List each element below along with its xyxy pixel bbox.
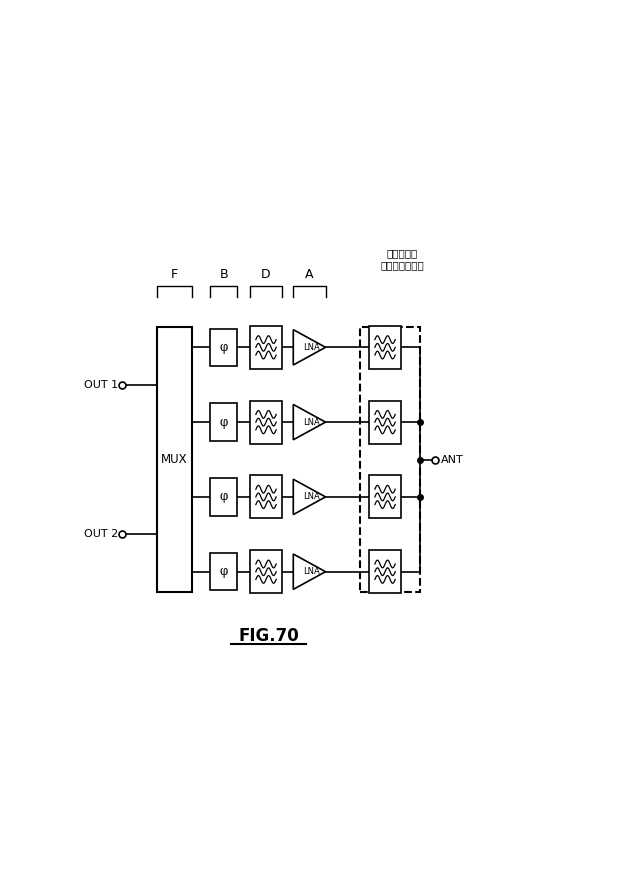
Text: φ: φ (220, 490, 228, 503)
Polygon shape (293, 329, 326, 365)
Text: F: F (171, 268, 178, 281)
Bar (369, 550, 401, 593)
Text: LNA: LNA (303, 493, 319, 502)
Text: B: B (220, 268, 228, 281)
Polygon shape (293, 479, 326, 515)
Polygon shape (293, 554, 326, 589)
Text: φ: φ (220, 416, 228, 428)
Text: LNA: LNA (303, 418, 319, 426)
Text: フィルタ／
マルチプレクサ: フィルタ／ マルチプレクサ (381, 248, 424, 269)
Text: ANT: ANT (440, 455, 463, 464)
Text: LNA: LNA (303, 567, 319, 577)
Bar (250, 401, 282, 443)
Bar (369, 475, 401, 518)
Bar (369, 326, 401, 369)
Text: LNA: LNA (303, 343, 319, 351)
Text: MUX: MUX (161, 453, 188, 466)
Text: OUT 2: OUT 2 (84, 529, 118, 540)
Bar (210, 328, 237, 366)
Text: φ: φ (220, 565, 228, 578)
Text: OUT 1: OUT 1 (84, 380, 118, 389)
Bar (369, 401, 401, 443)
Bar (157, 327, 191, 592)
Bar (360, 327, 420, 592)
Text: φ: φ (220, 341, 228, 354)
Text: A: A (305, 268, 314, 281)
Text: D: D (261, 268, 271, 281)
Text: FIG.70: FIG.70 (238, 627, 299, 645)
Bar (210, 404, 237, 441)
Bar (250, 326, 282, 369)
Polygon shape (293, 404, 326, 440)
Bar (250, 550, 282, 593)
Bar (250, 475, 282, 518)
Bar (210, 553, 237, 591)
Bar (210, 479, 237, 516)
